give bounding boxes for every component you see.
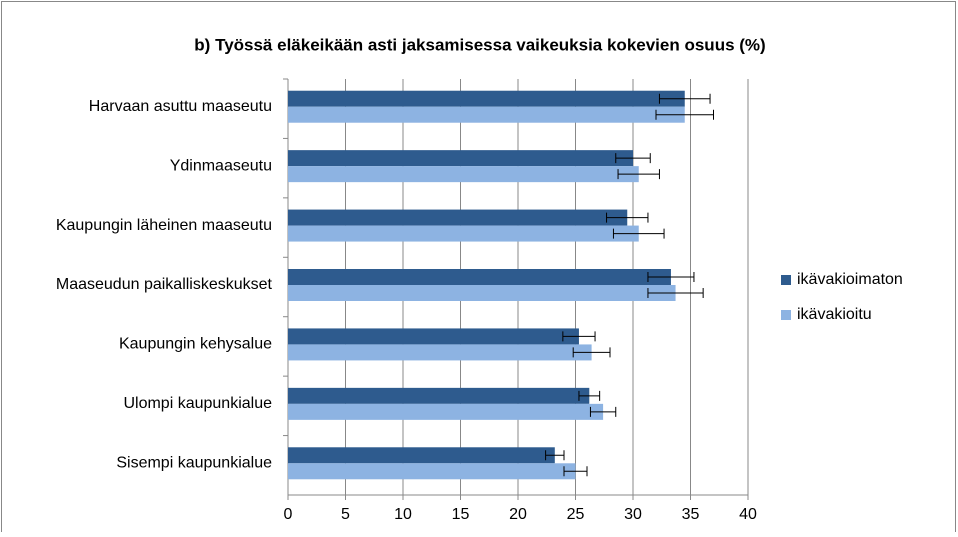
x-tick-label: 25 bbox=[567, 506, 585, 523]
error-bar bbox=[647, 288, 704, 298]
y-tick-label: Ydinmaaseutu bbox=[170, 157, 272, 174]
error-bar bbox=[589, 406, 617, 417]
x-tick-label: 20 bbox=[509, 506, 527, 523]
bar bbox=[288, 328, 579, 345]
x-tick-label: 30 bbox=[624, 506, 642, 523]
y-tick-label: Maaseudun paikalliskeskukset bbox=[56, 276, 273, 293]
error-bar bbox=[562, 331, 596, 342]
error-bar bbox=[545, 450, 565, 461]
legend-label: ikävakioimaton bbox=[797, 271, 903, 288]
bar bbox=[288, 225, 639, 242]
bar bbox=[288, 166, 639, 183]
error-bar bbox=[655, 109, 714, 120]
bar bbox=[288, 106, 685, 123]
bar bbox=[288, 447, 555, 464]
error-bar bbox=[606, 212, 649, 223]
error-bar bbox=[658, 93, 711, 104]
bar bbox=[288, 387, 590, 404]
x-tick-label: 40 bbox=[739, 506, 757, 523]
y-tick-label: Kaupungin kehysalue bbox=[119, 336, 272, 353]
y-tick-label: Ulompi kaupunkialue bbox=[123, 395, 272, 412]
bar bbox=[288, 285, 676, 301]
chart-title: b) Työssä eläkeikään asti jaksamisessa v… bbox=[194, 35, 765, 54]
bar bbox=[288, 150, 633, 167]
bar bbox=[288, 403, 604, 420]
y-tick-label: Kaupungin läheinen maaseutu bbox=[56, 217, 272, 234]
error-bar bbox=[617, 169, 660, 180]
error-bar bbox=[647, 272, 695, 282]
x-tick-label: 10 bbox=[394, 506, 412, 523]
y-tick-label: Sisempi kaupunkialue bbox=[116, 455, 272, 472]
legend-label: ikävakioitu bbox=[797, 306, 872, 323]
error-bar bbox=[578, 390, 601, 401]
bar bbox=[288, 269, 671, 285]
x-tick-label: 35 bbox=[682, 506, 700, 523]
x-tick-label: 15 bbox=[452, 506, 470, 523]
bar bbox=[288, 209, 628, 226]
error-bar bbox=[615, 153, 651, 164]
bar bbox=[288, 463, 576, 480]
legend-swatch bbox=[781, 275, 791, 285]
error-bar bbox=[563, 466, 588, 477]
bar bbox=[288, 344, 592, 361]
x-tick-label: 0 bbox=[284, 506, 293, 523]
error-bar bbox=[572, 347, 611, 358]
bar bbox=[288, 90, 685, 107]
y-tick-label: Harvaan asuttu maaseutu bbox=[89, 98, 272, 115]
legend-swatch bbox=[781, 310, 791, 320]
error-bar bbox=[612, 228, 665, 239]
x-tick-label: 5 bbox=[341, 506, 350, 523]
